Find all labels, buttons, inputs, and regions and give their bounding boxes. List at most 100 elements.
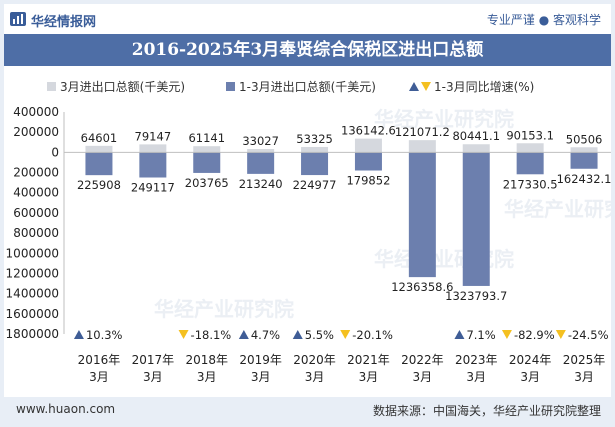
x-tick-label: 2021年 3月 bbox=[347, 353, 390, 384]
y-tick-label: 800000 bbox=[13, 226, 59, 240]
bar-label-march: 79147 bbox=[135, 129, 172, 143]
y-axis: 400000 200000 0 200000 400000 600000 800000 100… bbox=[6, 105, 65, 341]
bar-label-march: 33027 bbox=[242, 134, 279, 148]
legend-label-cumulative: 1-3月进出口总额(千美元) bbox=[239, 80, 376, 94]
bar-cumulative bbox=[570, 152, 598, 169]
y-tick-label: 200000 bbox=[13, 166, 59, 180]
legend-swatch-cumulative bbox=[226, 82, 235, 91]
y-tick-label: 1200000 bbox=[6, 266, 59, 280]
bar-march bbox=[354, 138, 382, 153]
bar-label-cumulative: 213240 bbox=[239, 177, 283, 191]
bar-march bbox=[462, 144, 490, 153]
site-url: www.huaon.com bbox=[16, 402, 116, 416]
y-tick-label: 1400000 bbox=[6, 287, 59, 301]
growth-label: -24.5% bbox=[568, 328, 609, 342]
header: 华经情报网 专业严谨 ● 客观科学 bbox=[4, 4, 611, 34]
bar-label-cumulative: 1236358.6 bbox=[391, 280, 453, 294]
data-source: 数据来源：中国海关，华经产业研究院整理 bbox=[372, 404, 601, 418]
bar-cumulative bbox=[462, 152, 490, 286]
bar-cumulative bbox=[516, 152, 544, 175]
growth-label: 4.7% bbox=[251, 328, 280, 342]
bar-march bbox=[193, 146, 221, 153]
watermark-text-3: 华经产业研究院 bbox=[504, 197, 611, 221]
bar-cumulative bbox=[408, 152, 436, 278]
y-tick-label: 200000 bbox=[13, 125, 59, 139]
growth-marker-up bbox=[454, 330, 465, 339]
growth-label: -20.1% bbox=[352, 328, 393, 342]
growth-label: -82.9% bbox=[514, 328, 555, 342]
legend-label-growth: 1-3月同比增速(%) bbox=[434, 80, 534, 94]
bar-label-march: 136142.6 bbox=[341, 124, 396, 138]
legend-label-march: 3月进出口总额(千美元) bbox=[60, 80, 185, 94]
chart-title: 2016-2025年3月奉贤综合保税区进出口总额 bbox=[131, 40, 484, 60]
growth-label: 7.1% bbox=[466, 328, 495, 342]
growth-label: 10.3% bbox=[86, 328, 123, 342]
bar-cumulative bbox=[85, 152, 113, 176]
bar-label-march: 80441.1 bbox=[452, 129, 500, 143]
legend-marker-growth-up bbox=[409, 82, 419, 91]
y-tick-label: 400000 bbox=[13, 105, 59, 119]
brand-tagline: 专业严谨 ● 客观科学 bbox=[486, 13, 601, 27]
growth-marker-down bbox=[178, 330, 189, 339]
legend-swatch-march bbox=[47, 82, 56, 91]
bar-cumulative bbox=[193, 152, 221, 173]
growth-marker-up bbox=[73, 330, 84, 339]
legend-marker-growth-down bbox=[421, 82, 431, 91]
bar-march bbox=[301, 146, 329, 153]
bar-cumulative bbox=[139, 152, 167, 178]
bar-cumulative bbox=[301, 152, 329, 176]
bar-label-cumulative: 249117 bbox=[131, 181, 175, 195]
growth-label: 5.5% bbox=[305, 328, 334, 342]
x-tick-label: 2016年 3月 bbox=[78, 353, 121, 384]
chart-svg: 3月进出口总额(千美元) 1-3月进出口总额(千美元) 1-3月同比增速(%) 华经… bbox=[6, 80, 611, 384]
watermarks: 华经产业研究院华经产业研究院华经产业研究院华经产业研究院 bbox=[154, 107, 611, 321]
bar-label-cumulative: 225908 bbox=[77, 178, 121, 192]
bar-label-cumulative: 162432.1 bbox=[557, 172, 611, 186]
growth-marker-down bbox=[501, 330, 512, 339]
logo-icon bbox=[10, 12, 26, 26]
watermark-text-1: 华经产业研究院 bbox=[374, 107, 514, 131]
x-tick-label: 2022年 3月 bbox=[401, 353, 444, 384]
growth-marker-down bbox=[555, 330, 566, 339]
x-tick-label: 2020年 3月 bbox=[293, 353, 336, 384]
x-tick-label: 2018年 3月 bbox=[185, 353, 228, 384]
y-tick-label: 600000 bbox=[13, 206, 59, 220]
growth-marker-up bbox=[238, 330, 249, 339]
y-tick-label: 1800000 bbox=[6, 327, 59, 341]
y-tick-label: 400000 bbox=[13, 186, 59, 200]
bar-label-cumulative: 224977 bbox=[293, 178, 337, 192]
bar-march bbox=[139, 144, 167, 153]
title-bar: 2016-2025年3月奉贤综合保税区进出口总额 bbox=[4, 34, 611, 66]
x-tick-label: 2025年 3月 bbox=[563, 353, 606, 384]
bar-label-cumulative: 1323793.7 bbox=[445, 289, 507, 303]
bar-label-march: 50506 bbox=[566, 132, 603, 146]
watermark-text-2: 华经产业研究院 bbox=[374, 247, 514, 271]
bar-label-cumulative: 217330.5 bbox=[503, 177, 558, 191]
bar-march bbox=[570, 147, 598, 153]
growth-marker-down bbox=[340, 330, 351, 339]
x-tick-label: 2017年 3月 bbox=[132, 353, 175, 384]
y-tick-label: 1000000 bbox=[6, 246, 59, 260]
bar-cumulative bbox=[247, 152, 275, 174]
bar-cumulative bbox=[354, 152, 382, 171]
bar-march bbox=[85, 145, 113, 153]
bar-label-march: 90153.1 bbox=[506, 128, 554, 142]
x-tick-label: 2019年 3月 bbox=[239, 353, 282, 384]
plot-area: 64601 225908 10.3% 79147 249117 61141 203765 -1… bbox=[64, 124, 611, 342]
bar-march bbox=[408, 140, 436, 153]
x-axis: 2016年 3月 2017年 3月 2018年 3月 2019年 3月 2020年 3月 2021年… bbox=[78, 353, 606, 384]
growth-label: -18.1% bbox=[191, 328, 232, 342]
bar-march bbox=[516, 143, 544, 153]
chart-frame: 华经情报网 专业严谨 ● 客观科学 2016-2025年3月奉贤综合保税区进出口… bbox=[4, 4, 611, 423]
bar-label-cumulative: 179852 bbox=[346, 174, 390, 188]
bar-label-march: 121071.2 bbox=[395, 125, 450, 139]
footer: www.huaon.com 数据来源：中国海关，华经产业研究院整理 bbox=[4, 397, 611, 423]
bar-label-march: 61141 bbox=[188, 131, 225, 145]
growth-marker-up bbox=[292, 330, 303, 339]
x-tick-label: 2024年 3月 bbox=[509, 353, 552, 384]
bar-label-cumulative: 203765 bbox=[185, 176, 229, 190]
x-tick-label: 2023年 3月 bbox=[455, 353, 498, 384]
y-tick-label: 0 bbox=[51, 145, 59, 159]
legend: 3月进出口总额(千美元) 1-3月进出口总额(千美元) 1-3月同比增速(%) bbox=[47, 80, 534, 94]
y-tick-label: 1600000 bbox=[6, 307, 59, 321]
